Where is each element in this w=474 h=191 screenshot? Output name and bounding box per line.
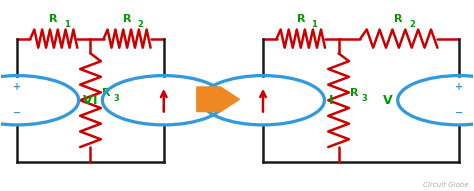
Text: 3: 3 xyxy=(113,94,119,103)
FancyArrow shape xyxy=(197,87,239,112)
Text: −: − xyxy=(13,108,21,118)
Text: R: R xyxy=(123,14,132,24)
Text: R: R xyxy=(297,14,305,24)
Text: +: + xyxy=(13,83,21,92)
Text: 3: 3 xyxy=(361,94,367,103)
Text: I: I xyxy=(93,94,98,107)
Text: V: V xyxy=(83,94,93,107)
Text: V: V xyxy=(383,94,393,107)
Text: 1: 1 xyxy=(64,20,70,29)
Text: R: R xyxy=(49,14,58,24)
Text: −: − xyxy=(455,108,463,118)
Text: +: + xyxy=(455,83,463,92)
Text: R: R xyxy=(394,14,403,24)
Text: 2: 2 xyxy=(138,20,144,29)
Text: Circuit Globe: Circuit Globe xyxy=(423,182,469,188)
Text: 1: 1 xyxy=(311,20,317,29)
Text: 2: 2 xyxy=(409,20,415,29)
Text: R: R xyxy=(350,88,359,98)
Text: R: R xyxy=(102,88,111,98)
Text: I: I xyxy=(329,94,334,107)
